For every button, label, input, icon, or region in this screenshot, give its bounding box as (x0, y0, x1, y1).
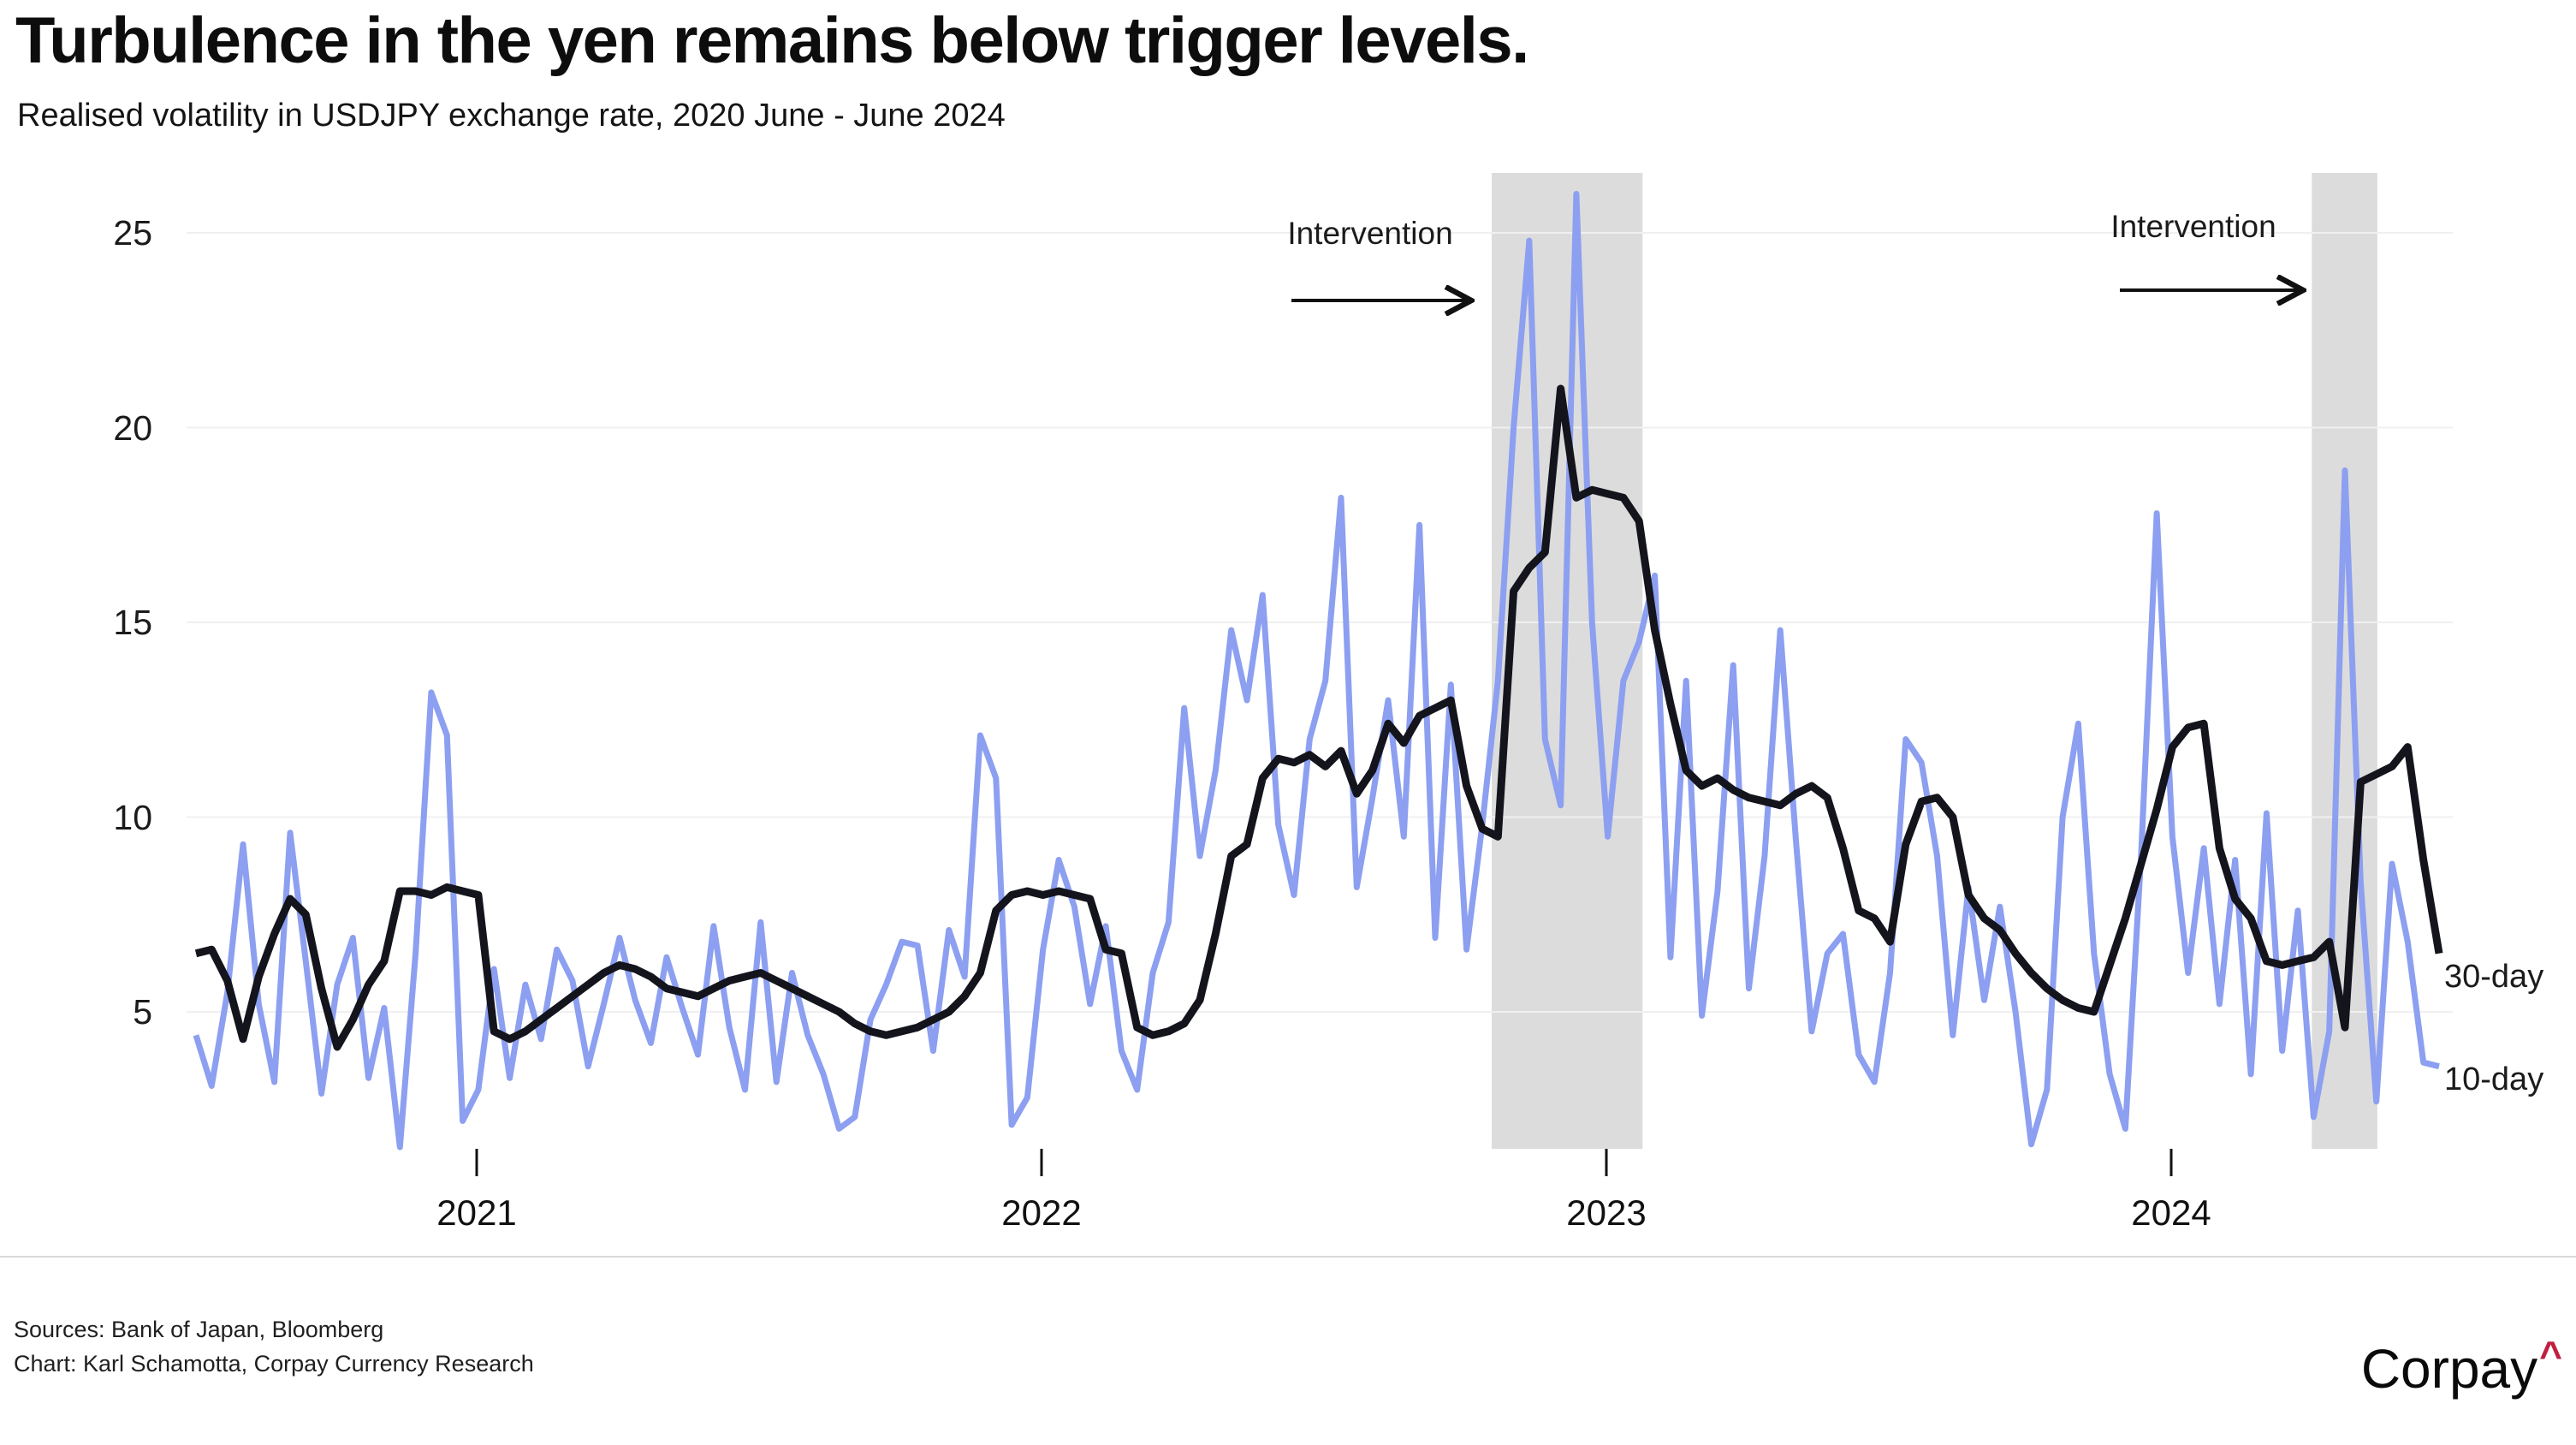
y-axis-label-25: 25 (113, 213, 152, 253)
grid-lines (187, 232, 2453, 1013)
footer-sources: Sources: Bank of Japan, Bloomberg (14, 1317, 384, 1342)
page-subtitle: Realised volatility in USDJPY exchange r… (17, 98, 1006, 134)
x-axis-ticks (475, 1149, 2173, 1176)
x-axis-label-2024: 2024 (2131, 1192, 2211, 1233)
corpay-caret-icon: ^ (2539, 1333, 2562, 1377)
intervention-annotation-2: Intervention (2110, 209, 2276, 244)
intervention-annotation-1: Intervention (1287, 216, 1453, 251)
corpay-logo: Corpay^ (2361, 1332, 2562, 1400)
x-axis-label-2021: 2021 (436, 1192, 517, 1233)
y-axis-label-10: 10 (113, 797, 152, 837)
y-axis-label-15: 15 (113, 603, 152, 642)
series-line-10-day (193, 191, 2440, 1151)
page-title: Turbulence in the yen remains below trig… (15, 4, 1529, 77)
series-line-30-day (194, 384, 2443, 1051)
corpay-logo-text: Corpay (2360, 1338, 2538, 1400)
series-label-10-day: 10-day (2444, 1061, 2544, 1097)
annotation-arrows (1291, 290, 2300, 300)
y-axis-label-5: 5 (133, 992, 152, 1032)
footer-divider (0, 1256, 2576, 1258)
footer-credit: Chart: Karl Schamotta, Corpay Currency R… (14, 1351, 534, 1377)
series-label-30-day: 30-day (2444, 959, 2544, 995)
y-axis-label-20: 20 (113, 407, 152, 448)
series-lines (193, 191, 2443, 1151)
x-axis-label-2022: 2022 (1001, 1192, 1082, 1233)
x-axis-label-2023: 2023 (1566, 1192, 1647, 1233)
